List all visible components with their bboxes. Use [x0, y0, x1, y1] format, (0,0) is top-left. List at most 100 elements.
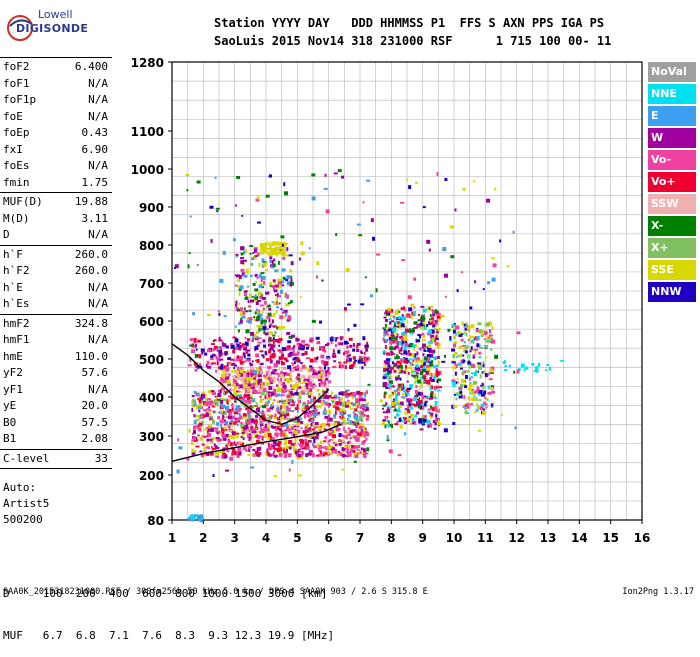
echo-point: [338, 398, 341, 402]
echo-point: [322, 451, 325, 454]
echo-point: [193, 439, 198, 442]
echo-point: [237, 308, 242, 312]
echo-point: [280, 308, 283, 311]
echo-point: [260, 382, 264, 385]
echo-point: [211, 437, 216, 441]
echo-point: [436, 311, 440, 316]
echo-point: [256, 277, 259, 280]
echo-point: [403, 339, 407, 344]
echo-point: [341, 451, 344, 455]
echo-point: [455, 364, 458, 369]
echo-point: [473, 391, 477, 394]
echo-point: [198, 423, 201, 427]
echo-point: [306, 393, 309, 396]
echo-point: [255, 402, 258, 407]
echo-point: [285, 303, 290, 307]
echo-point: [240, 252, 244, 256]
echo-point: [348, 420, 352, 424]
echo-point: [485, 406, 488, 409]
echo-point: [471, 340, 474, 343]
echo-point: [432, 420, 436, 424]
echo-point: [432, 310, 436, 315]
echo-point: [398, 365, 403, 370]
echo-point: [464, 406, 467, 410]
echo-point: [408, 409, 411, 414]
echo-point: [309, 391, 313, 396]
echo-point: [393, 362, 397, 366]
echo-point: [427, 341, 430, 344]
echo-point: [244, 336, 247, 339]
echo-point: [207, 365, 212, 369]
echo-point: [420, 305, 425, 308]
echo-point: [354, 415, 358, 420]
echo-point: [478, 351, 482, 355]
echo-point: [235, 358, 240, 362]
echo-point: [322, 381, 327, 385]
echo-point: [420, 402, 423, 407]
echo-point: [362, 358, 366, 362]
echo-point: [351, 435, 355, 438]
echo-point: [411, 363, 414, 366]
echo-point: [408, 366, 413, 370]
echo-point: [257, 195, 260, 200]
echo-point: [388, 421, 391, 424]
echo-point: [275, 252, 278, 257]
echo-point: [478, 389, 483, 394]
echo-point: [329, 438, 334, 441]
echo-point: [222, 391, 225, 396]
echo-point: [287, 417, 290, 421]
echo-point: [398, 341, 403, 346]
echo-point: [259, 350, 264, 353]
echo-point: [451, 379, 456, 383]
echo-point: [238, 373, 241, 377]
echo-point: [470, 346, 473, 351]
echo-point: [478, 329, 483, 334]
echo-point: [477, 322, 482, 326]
echo-point: [285, 413, 290, 417]
echo-point: [424, 356, 428, 361]
echo-point: [256, 447, 261, 452]
echo-point: [244, 296, 249, 300]
echo-point: [265, 401, 269, 406]
echo-point: [225, 406, 230, 411]
echo-point: [419, 399, 423, 404]
echo-point: [489, 371, 494, 374]
echo-point: [297, 364, 300, 368]
echo-point: [299, 420, 304, 424]
echo-point: [223, 426, 227, 430]
echo-point: [393, 352, 396, 355]
echo-point: [506, 265, 510, 268]
echo-point: [204, 352, 208, 356]
echo-point: [228, 362, 231, 365]
echo-point: [238, 292, 241, 297]
echo-point: [427, 348, 431, 353]
echo-point: [202, 414, 207, 418]
parameter-row: foEs N/A: [0, 158, 112, 175]
echo-point: [429, 361, 432, 366]
echo-point: [290, 261, 294, 266]
echo-point: [291, 362, 294, 366]
echo-point: [225, 433, 229, 436]
echo-point: [294, 438, 297, 443]
echo-point: [235, 300, 238, 305]
echo-point: [248, 373, 253, 376]
parameter-value: 20.0: [81, 399, 109, 412]
echo-point: [356, 348, 360, 352]
echo-point: [250, 425, 254, 430]
echo-point: [256, 359, 260, 364]
echo-point: [355, 398, 360, 403]
echo-point: [264, 395, 267, 400]
echo-point: [426, 346, 429, 349]
echo-point: [398, 349, 401, 354]
echo-point: [284, 293, 288, 298]
echo-point: [199, 517, 203, 520]
echo-point: [309, 436, 314, 440]
echo-point: [316, 275, 319, 279]
echo-point: [288, 431, 293, 434]
echo-point: [327, 371, 331, 375]
echo-point: [482, 385, 485, 390]
echo-point: [348, 337, 353, 341]
echo-point: [362, 201, 365, 204]
echo-point: [294, 428, 297, 431]
echo-point: [332, 337, 336, 341]
